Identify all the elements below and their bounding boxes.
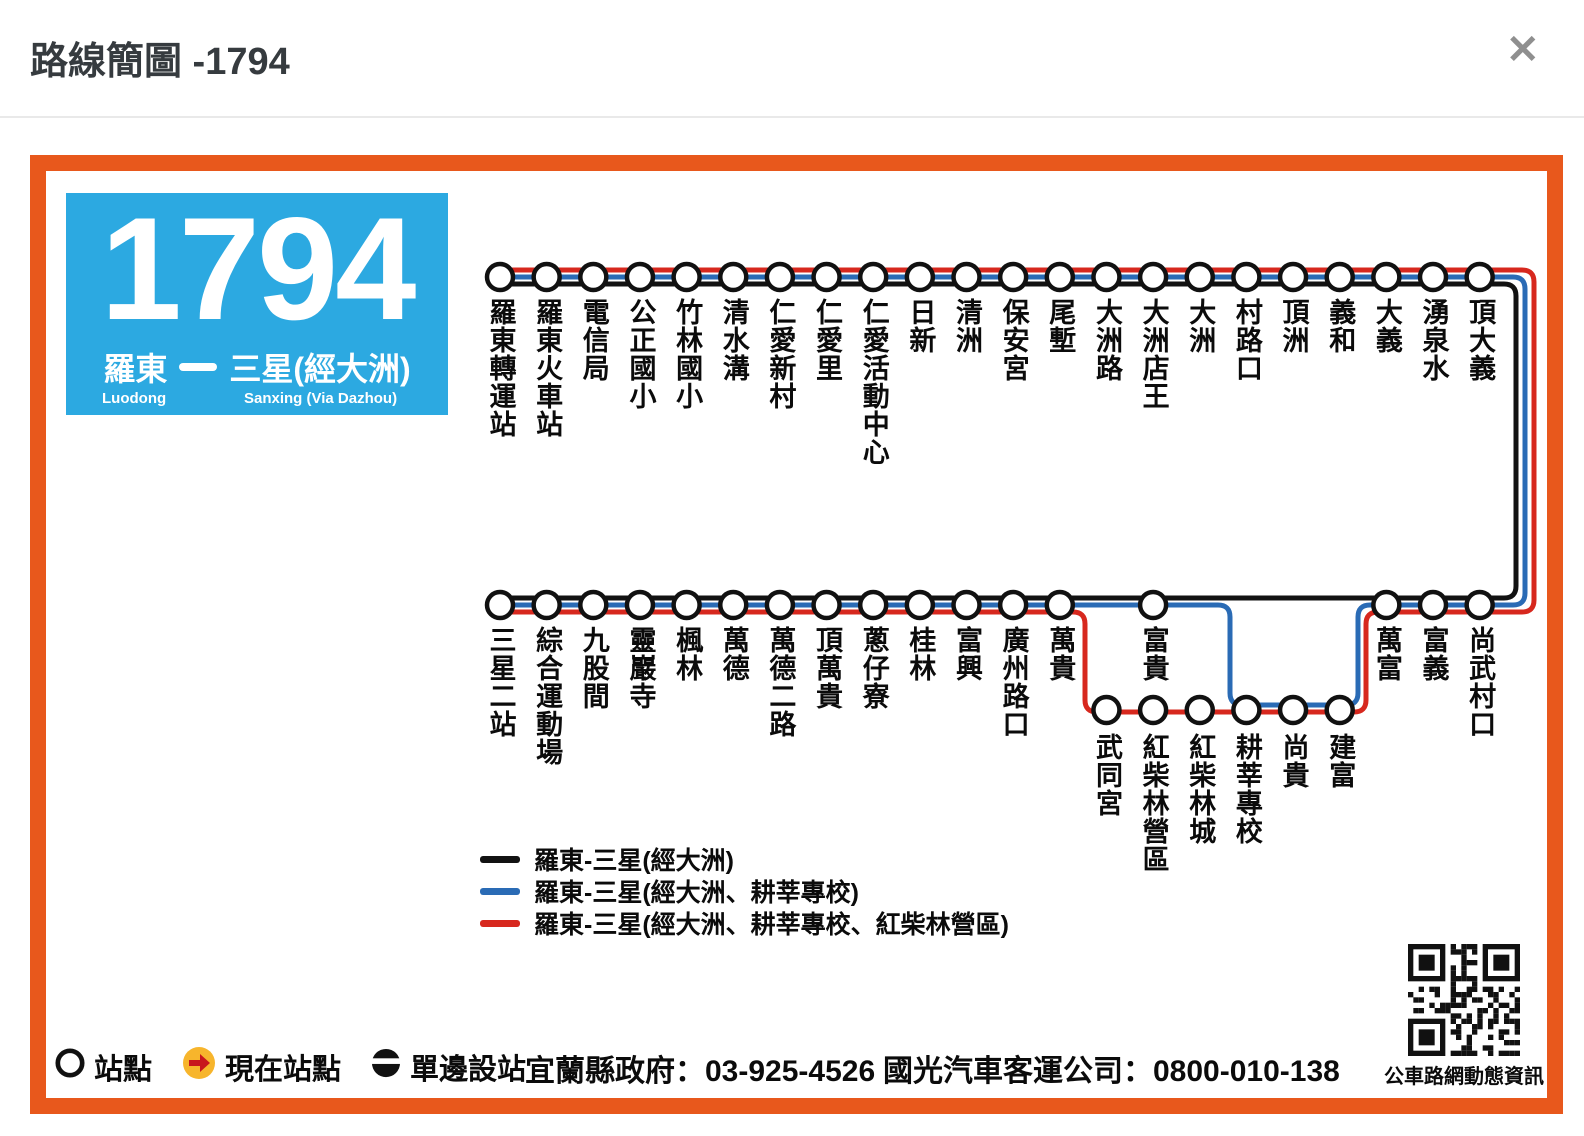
route-dash-icon — [179, 362, 218, 371]
station-label: 公正國小 — [625, 298, 656, 410]
station-label: 頂萬貴 — [812, 626, 843, 710]
close-icon[interactable]: ✕ — [1506, 28, 1540, 72]
station-label: 富貴 — [1138, 626, 1169, 682]
map-key: 站點 現在站點 單邊設站 — [55, 1046, 556, 1088]
route-number: 1794 — [100, 187, 417, 350]
station-label: 萬貴 — [1045, 626, 1076, 682]
station-label: 尚武村口 — [1465, 626, 1496, 738]
station-label: 楓林 — [672, 626, 703, 682]
station-label: 仁愛新村 — [765, 298, 796, 410]
station-label: 萬富 — [1371, 626, 1402, 682]
station-label: 大洲 — [1185, 298, 1216, 354]
route-legend: 羅東-三星(經大洲) 羅東-三星(經大洲、耕莘專校) 羅東-三星(經大洲、耕莘專校、… — [480, 843, 1009, 939]
station-label: 三星二站 — [485, 626, 516, 738]
station-label: 九股間 — [578, 626, 609, 710]
station-label: 竹林國小 — [672, 298, 703, 410]
station-label: 靈巖寺 — [625, 626, 656, 710]
station-label: 清水溝 — [718, 298, 749, 382]
station-label: 保安宮 — [998, 298, 1029, 382]
oneside-station-icon — [371, 1048, 402, 1086]
legend-swatch — [480, 887, 520, 895]
station-key-label: 站點 — [94, 1054, 153, 1086]
station-label: 仁愛活動中心 — [858, 298, 889, 466]
legend-label: 羅東-三星(經大洲、耕莘專校) — [534, 879, 859, 907]
station-label: 村路口 — [1231, 298, 1262, 382]
station-label: 羅東火車站 — [532, 298, 563, 438]
station-label: 綜合運動場 — [532, 626, 563, 766]
station-label: 大洲店王 — [1138, 298, 1169, 410]
route-origin-en: Luodong — [102, 389, 167, 407]
station-label: 蔥仔寮 — [858, 626, 889, 710]
station-label: 萬德 — [718, 626, 749, 682]
legend-item: 羅東-三星(經大洲、耕莘專校) — [480, 875, 1009, 907]
station-label: 頂洲 — [1278, 298, 1309, 354]
qr-code: 公車路網動態資訊 — [1384, 944, 1544, 1088]
qr-caption: 公車路網動態資訊 — [1384, 1066, 1544, 1088]
station-label: 萬德二路 — [765, 626, 796, 738]
route-destination: 三星(經大洲) — [229, 350, 411, 387]
current-station-key-label: 現在站點 — [225, 1054, 342, 1086]
station-label: 武同宮 — [1091, 733, 1122, 817]
station-label: 建富 — [1325, 733, 1356, 789]
station-label: 尚貴 — [1278, 733, 1309, 789]
bus-company-phone: 國光汽車客運公司：0800-010-138 — [883, 1055, 1340, 1088]
station-label: 富義 — [1418, 626, 1449, 682]
station-label: 日新 — [905, 298, 936, 354]
header-divider — [0, 116, 1584, 118]
route-destination-en: Sanxing (Via Dazhou) — [244, 389, 398, 407]
station-label: 紅柴林城 — [1185, 733, 1216, 845]
legend-label: 羅東-三星(經大洲) — [534, 847, 734, 875]
station-label: 尾塹 — [1045, 298, 1076, 354]
legend-swatch — [480, 855, 520, 863]
station-label: 桂林 — [905, 626, 936, 682]
station-label: 義和 — [1325, 298, 1356, 354]
legend-label: 羅東-三星(經大洲、耕莘專校、紅柴林營區) — [534, 911, 1009, 939]
station-label: 頂大義 — [1465, 298, 1496, 382]
station-label: 仁愛里 — [812, 298, 843, 382]
oneside-station-key-label: 單邊設站 — [410, 1054, 527, 1086]
route-number-badge: 1794 羅東 三星(經大洲) Luodong Sanxing (Via Daz… — [66, 193, 448, 415]
station-label: 富興 — [952, 626, 982, 682]
county-gov-phone: 宜蘭縣政府：03-925-4526 — [525, 1055, 876, 1088]
station-label: 清洲 — [952, 298, 982, 354]
station-icon — [55, 1048, 85, 1086]
station-label: 大義 — [1371, 298, 1402, 354]
page-title: 路線簡圖 -1794 — [30, 41, 290, 83]
current-station-icon — [182, 1046, 216, 1088]
station-label: 紅柴林營區 — [1138, 733, 1169, 873]
station-label: 電信局 — [578, 298, 609, 382]
station-label: 湧泉水 — [1418, 298, 1449, 382]
legend-item: 羅東-三星(經大洲) — [480, 843, 1009, 875]
station-label: 羅東轉運站 — [485, 298, 516, 438]
station-label: 耕莘專校 — [1231, 733, 1262, 845]
station-label: 廣州路口 — [998, 626, 1029, 738]
station-label: 大洲路 — [1091, 298, 1122, 382]
legend-item: 羅東-三星(經大洲、耕莘專校、紅柴林營區) — [480, 907, 1009, 939]
route-origin: 羅東 — [103, 350, 168, 387]
legend-swatch — [480, 919, 520, 927]
